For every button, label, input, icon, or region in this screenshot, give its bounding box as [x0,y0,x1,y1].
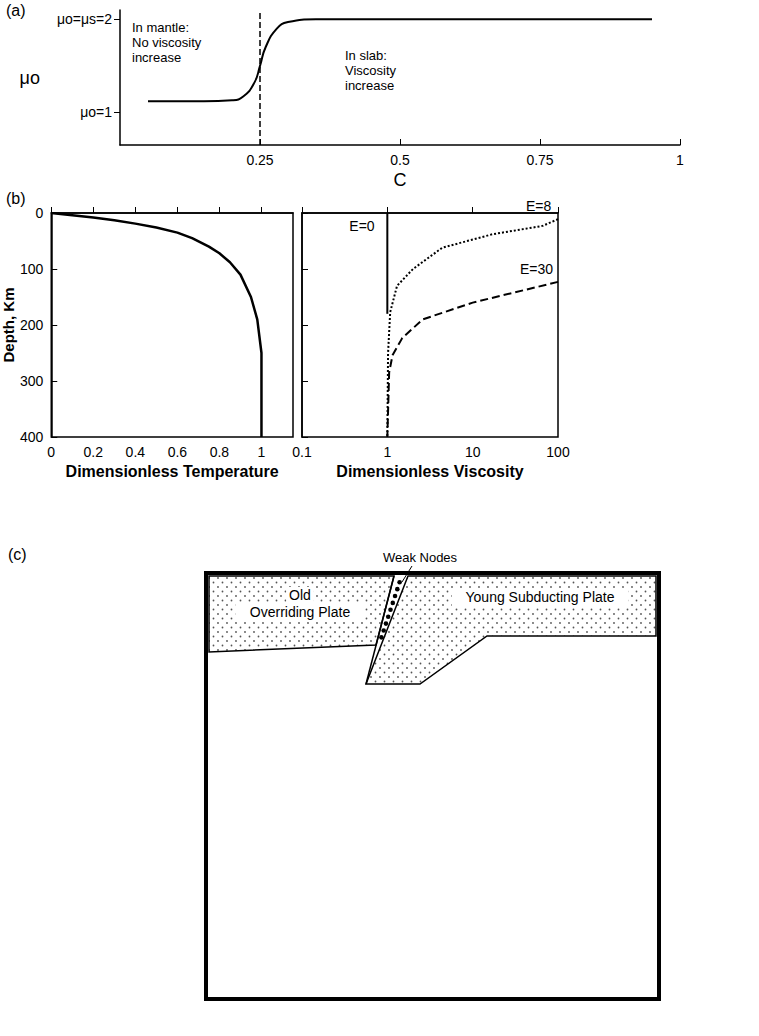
svg-text:E=30: E=30 [520,261,553,277]
svg-text:0.5: 0.5 [390,152,410,168]
svg-text:μo: μo [20,68,40,88]
svg-text:0.4: 0.4 [126,444,146,460]
svg-text:Overriding Plate: Overriding Plate [250,604,351,620]
svg-text:Dimensionless Temperature: Dimensionless Temperature [66,463,279,480]
svg-text:μo=μs=2: μo=μs=2 [57,11,112,27]
svg-text:E=8: E=8 [526,198,552,214]
svg-text:(b): (b) [6,190,26,207]
svg-text:0: 0 [35,205,43,221]
svg-text:1: 1 [676,152,684,168]
svg-text:100: 100 [20,261,44,277]
svg-text:(a): (a) [6,2,26,19]
svg-text:0.6: 0.6 [168,444,188,460]
svg-text:C: C [394,170,407,190]
svg-text:0.25: 0.25 [246,152,273,168]
svg-text:0: 0 [47,444,55,460]
svg-text:In slab:: In slab: [345,48,387,63]
svg-text:Young Subducting Plate: Young Subducting Plate [466,589,615,605]
svg-text:Dimensionless Viscosity: Dimensionless Viscosity [336,463,523,480]
svg-text:No viscosity: No viscosity [132,35,202,50]
svg-text:increase: increase [132,50,181,65]
svg-text:Weak Nodes: Weak Nodes [383,550,458,565]
svg-text:E=0: E=0 [349,218,375,234]
svg-text:(c): (c) [8,546,27,563]
svg-text:1: 1 [383,444,391,460]
svg-text:100: 100 [546,444,570,460]
svg-text:increase: increase [345,78,394,93]
svg-text:10: 10 [465,444,481,460]
svg-text:300: 300 [20,373,44,389]
svg-text:μo=1: μo=1 [80,104,112,120]
svg-text:0.1: 0.1 [292,444,312,460]
svg-text:In mantle:: In mantle: [132,20,189,35]
svg-text:0.8: 0.8 [210,444,230,460]
svg-text:0.2: 0.2 [84,444,104,460]
svg-text:1: 1 [258,444,266,460]
svg-text:200: 200 [20,317,44,333]
svg-text:Old: Old [289,587,311,603]
svg-text:Depth, Km: Depth, Km [0,288,17,363]
svg-text:Viscosity: Viscosity [345,63,397,78]
svg-text:0.75: 0.75 [526,152,553,168]
svg-text:400: 400 [20,429,44,445]
